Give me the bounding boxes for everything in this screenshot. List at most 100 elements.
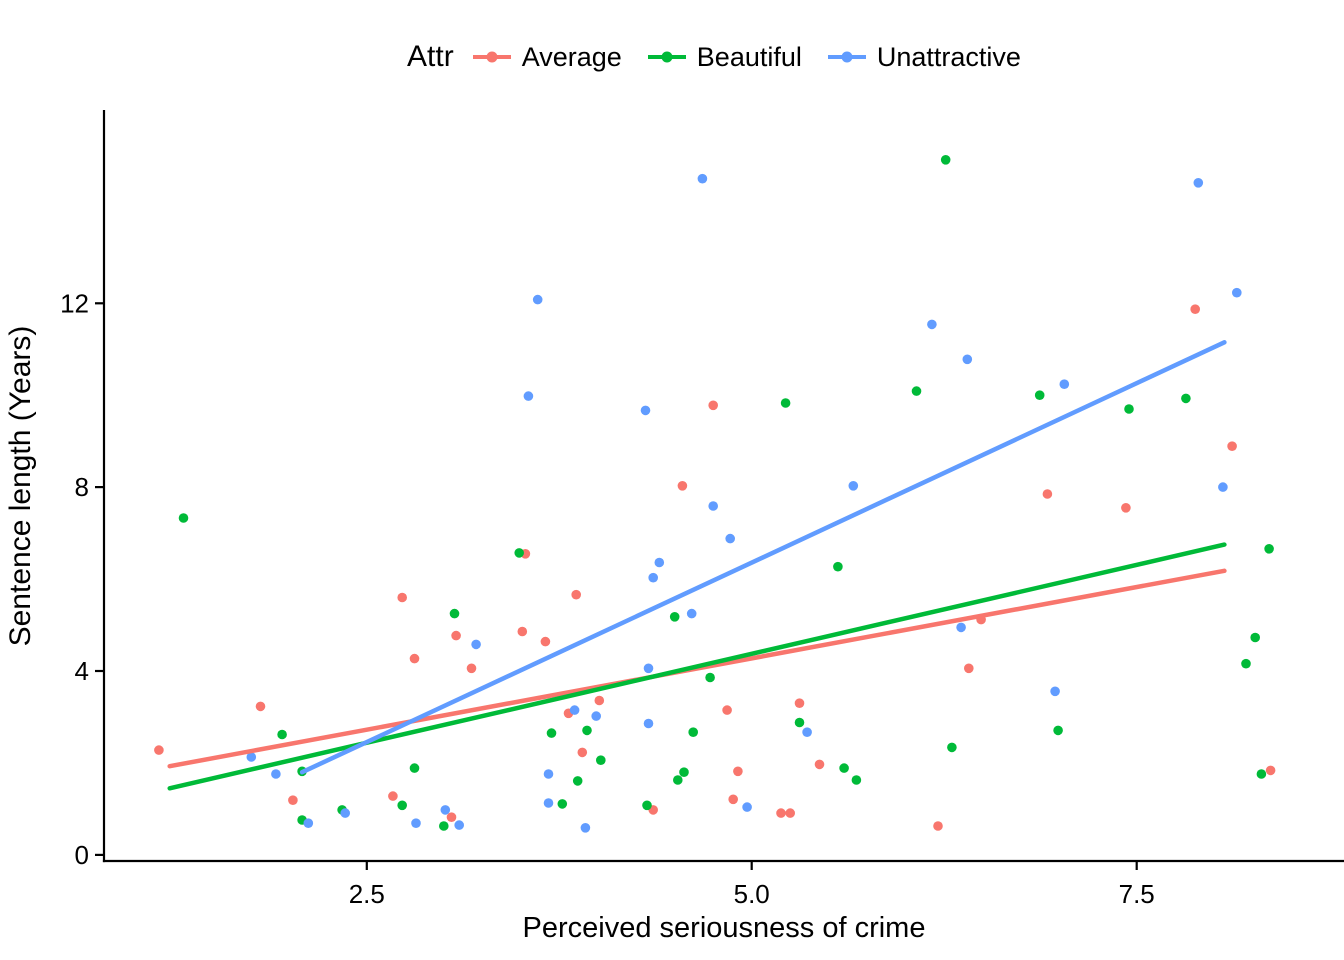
data-point [933,821,943,831]
legend-item-average: Average [472,42,622,73]
legend-key-icon [647,51,686,63]
data-point [1059,379,1070,390]
legend: Attr Average Beautiful Unattractive [0,36,1344,78]
data-point [1050,686,1060,697]
legend-label: Beautiful [696,41,802,72]
data-point [411,818,421,828]
data-point [688,727,698,737]
data-point [1034,390,1045,401]
data-point [1190,304,1200,315]
data-point [594,695,605,706]
data-point [851,775,862,785]
data-point [643,663,654,674]
legend-label: Average [521,41,622,72]
data-point [1053,725,1063,736]
data-point [654,557,665,568]
data-point [833,561,843,572]
data-point [246,752,257,762]
data-point [956,622,966,633]
data-point [271,769,281,779]
data-point [673,775,683,785]
trend-line-beautiful [167,542,1227,791]
data-point [409,763,420,773]
legend-item-unattractive: Unattractive [827,42,1021,73]
data-point [440,805,451,815]
data-point [340,808,351,818]
data-point [454,820,465,830]
data-point [546,728,557,738]
data-point [543,798,554,808]
data-point [1124,404,1134,414]
data-point [814,759,825,770]
data-point [708,501,718,511]
data-point [1250,632,1260,643]
data-point [466,663,477,674]
legend-label: Unattractive [876,41,1021,72]
y-tick-label: 4 [75,656,89,686]
data-point [780,398,791,408]
data-point [911,386,922,396]
y-tick-label: 8 [75,472,89,502]
data-point [451,630,461,641]
data-point [569,705,580,715]
data-point [1241,658,1251,669]
legend-key-icon [472,51,511,63]
data-point [725,533,735,544]
data-point [733,766,743,777]
legend-key-dot [661,51,673,63]
x-tick-label: 2.5 [349,879,385,909]
data-point [794,717,805,728]
y-tick-label: 0 [75,840,89,870]
data-point [927,319,937,330]
data-point [596,755,606,765]
data-point [648,572,658,583]
legend-key-dot [486,51,498,63]
data-point [697,173,708,184]
data-point [1042,489,1053,499]
data-point [557,799,568,809]
data-point [964,663,974,674]
data-point [722,705,732,715]
data-point [947,742,957,753]
data-point [940,155,951,165]
x-tick-label: 5.0 [734,879,770,909]
y-tick-label: 12 [60,288,89,318]
data-point [794,698,805,708]
data-point [705,672,715,683]
data-point [643,718,654,729]
data-point [580,823,591,833]
data-point [446,812,457,822]
data-point [397,592,408,603]
data-point [572,776,583,786]
data-point [154,745,164,755]
data-point [532,294,543,305]
data-point [728,794,738,805]
data-point [1121,503,1131,513]
data-point [642,800,652,811]
data-point [439,821,449,831]
data-point [543,769,554,779]
legend-key-icon [827,51,866,63]
y-axis-title: Sentence length (Years) [4,325,37,647]
data-point [577,747,588,758]
data-point [679,767,689,777]
data-point [1193,178,1204,188]
data-point [178,513,189,523]
data-point [288,795,298,805]
data-point [742,802,752,812]
data-point [591,711,601,721]
data-point [669,612,680,622]
trend-line-unattractive [299,340,1227,775]
data-point [776,808,786,818]
data-point [848,481,859,491]
x-axis-title: Perceived seriousness of crime [522,912,926,944]
data-point [802,727,812,737]
data-point [388,791,398,801]
data-point [409,653,420,664]
data-point [708,400,718,411]
data-point [471,639,481,650]
data-point [1264,544,1274,554]
data-point [1218,482,1228,492]
data-point [523,391,534,401]
